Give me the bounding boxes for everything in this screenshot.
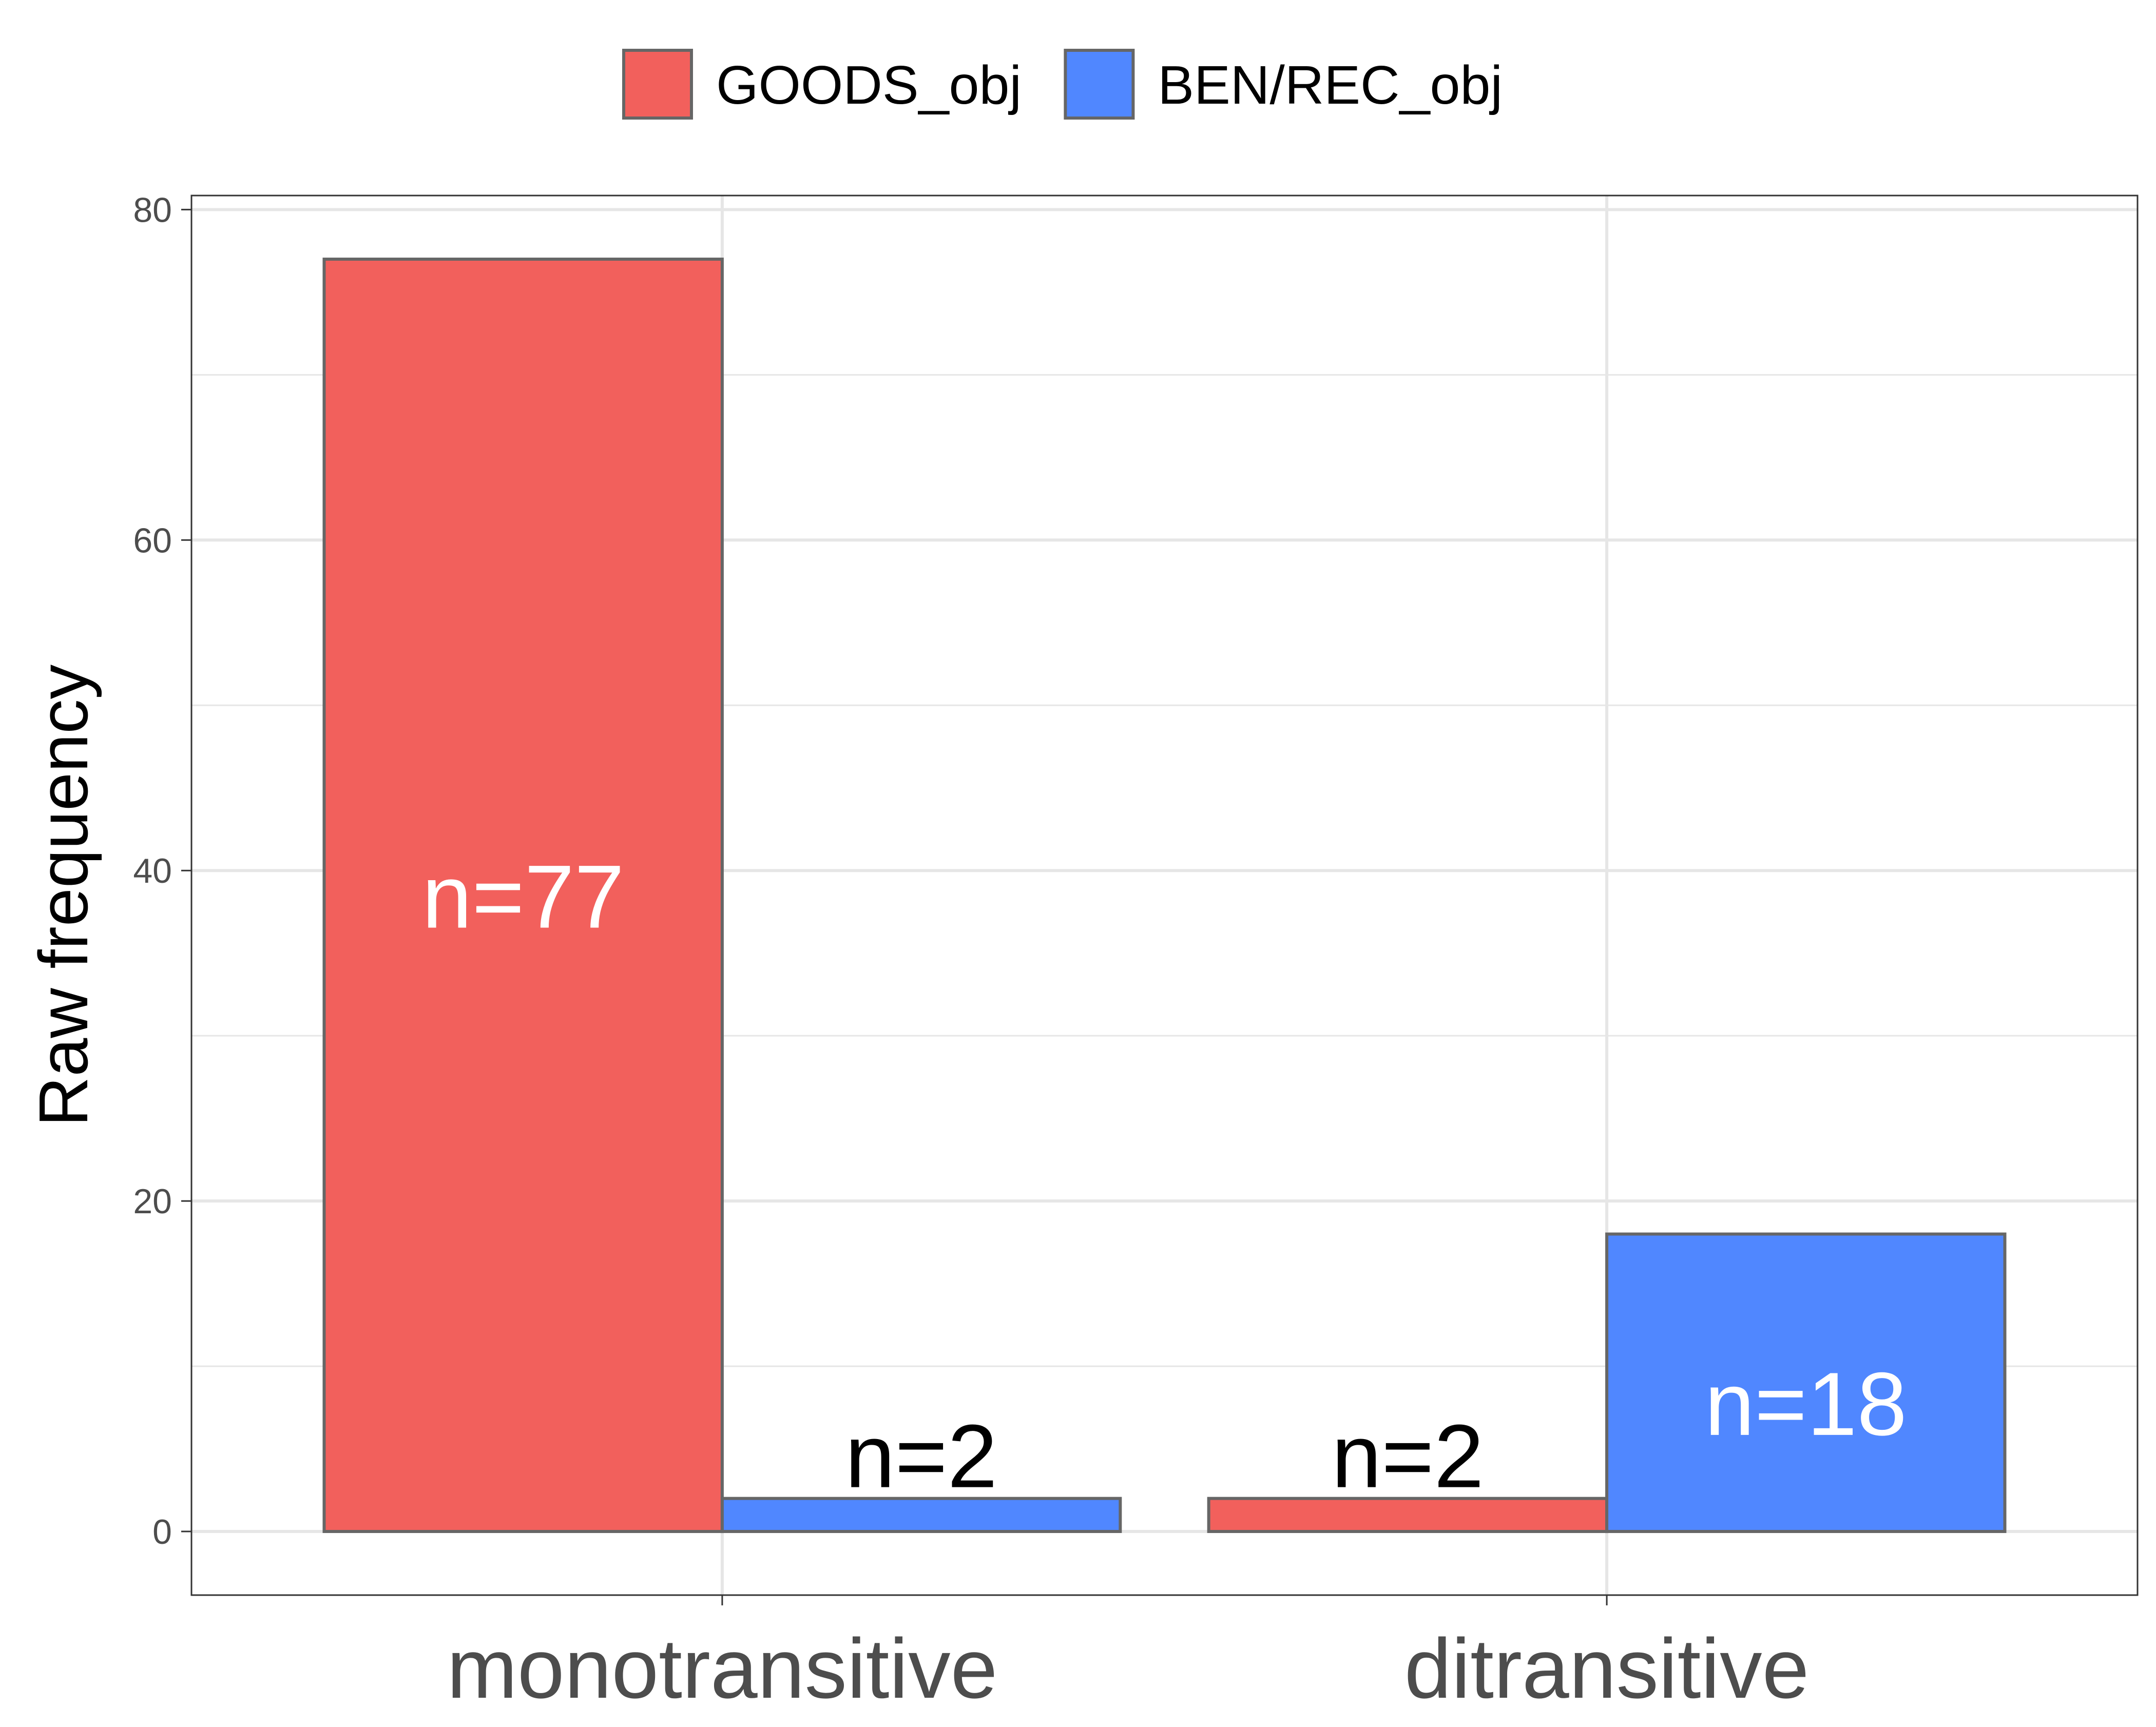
y-tick-label: 40 xyxy=(133,851,172,890)
bar xyxy=(720,1497,1122,1534)
legend-label: BEN/REC_obj xyxy=(1158,55,1503,115)
legend-label: GOODS_obj xyxy=(716,55,1022,115)
bar-value-label: n=2 xyxy=(845,1407,997,1507)
bar xyxy=(1605,1232,2007,1534)
x-tick-label: monotransitive xyxy=(447,1621,997,1716)
legend-key xyxy=(622,49,693,120)
x-axis: monotransitive ditransitive xyxy=(447,1595,1809,1716)
y-axis: 0 20 40 60 80 xyxy=(133,190,191,1551)
y-axis-title: Raw frequency xyxy=(25,664,102,1127)
bar xyxy=(322,257,724,1534)
bars xyxy=(322,257,2007,1534)
x-tick-label: ditransitive xyxy=(1404,1621,1810,1716)
legend-key xyxy=(1064,49,1135,120)
y-tick-label: 60 xyxy=(133,521,172,560)
panel-border xyxy=(190,195,2139,1596)
bar-value-labels: n=77 n=2 n=2 n=18 xyxy=(422,847,1907,1507)
y-tick-label: 80 xyxy=(133,190,172,229)
bar-value-label: n=77 xyxy=(422,847,624,947)
legend: GOODS_obj BEN/REC_obj xyxy=(622,49,1503,120)
bar-value-label: n=2 xyxy=(1332,1407,1484,1507)
y-tick-label: 0 xyxy=(152,1512,172,1551)
bar-value-label: n=18 xyxy=(1705,1354,1907,1454)
y-tick-label: 20 xyxy=(133,1182,172,1221)
